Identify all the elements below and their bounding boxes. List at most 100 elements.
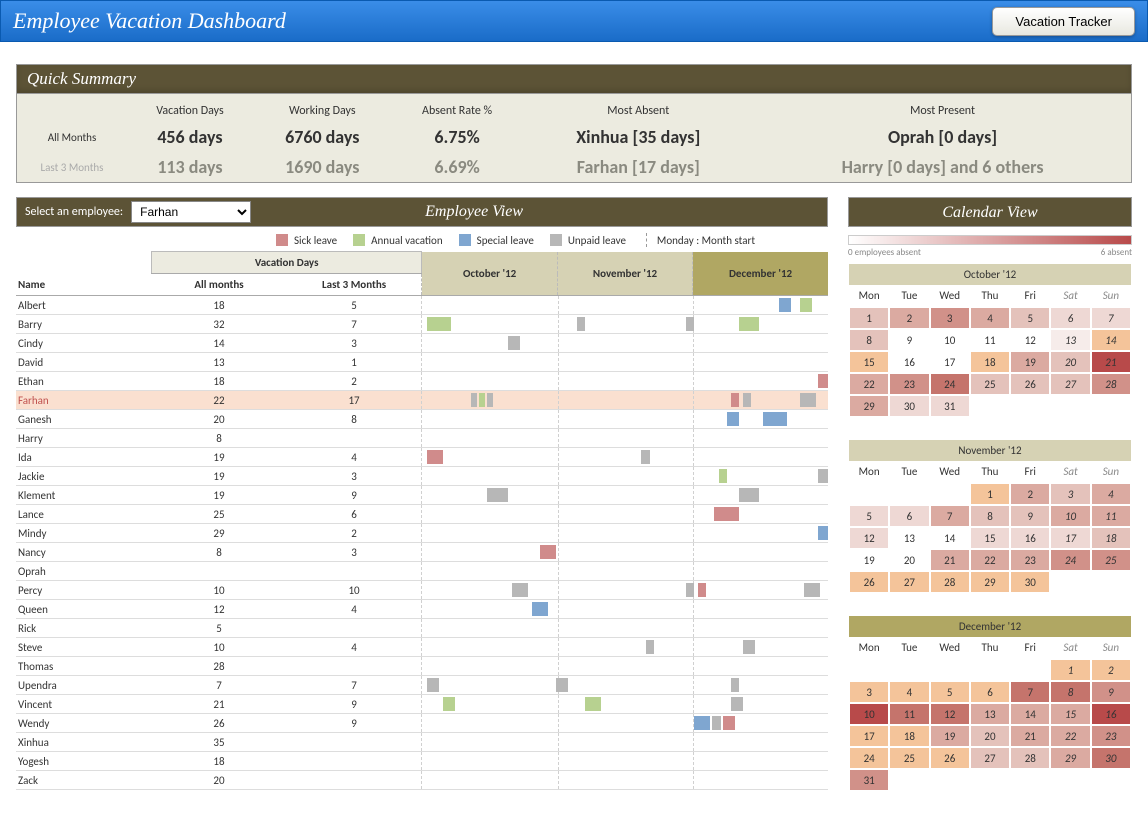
- calendar-day[interactable]: 17: [930, 351, 970, 373]
- calendar-day[interactable]: 22: [849, 373, 889, 395]
- employee-row[interactable]: Cindy143: [16, 334, 828, 353]
- calendar-day[interactable]: 25: [889, 747, 929, 769]
- calendar-day[interactable]: 30: [889, 395, 929, 417]
- calendar-day[interactable]: 9: [889, 329, 929, 351]
- calendar-day[interactable]: 2: [889, 307, 929, 329]
- employee-row[interactable]: Ethan182: [16, 372, 828, 391]
- calendar-day[interactable]: 1: [849, 307, 889, 329]
- calendar-day[interactable]: 12: [849, 527, 889, 549]
- employee-row[interactable]: Rick5: [16, 619, 828, 638]
- calendar-day[interactable]: 18: [970, 351, 1010, 373]
- calendar-day[interactable]: 10: [930, 329, 970, 351]
- calendar-day[interactable]: 10: [1050, 505, 1090, 527]
- calendar-day[interactable]: 12: [930, 703, 970, 725]
- calendar-day[interactable]: 8: [1050, 681, 1090, 703]
- calendar-day[interactable]: 25: [1091, 549, 1131, 571]
- calendar-day[interactable]: 13: [970, 703, 1010, 725]
- calendar-day[interactable]: 2: [1010, 483, 1050, 505]
- calendar-day[interactable]: 3: [849, 681, 889, 703]
- calendar-day[interactable]: 27: [970, 747, 1010, 769]
- employee-row[interactable]: Xinhua35: [16, 733, 828, 752]
- employee-row[interactable]: Ganesh208: [16, 410, 828, 429]
- employee-row[interactable]: Harry8: [16, 429, 828, 448]
- calendar-day[interactable]: 15: [1050, 703, 1090, 725]
- calendar-day[interactable]: 21: [930, 549, 970, 571]
- employee-row[interactable]: David131: [16, 353, 828, 372]
- calendar-day[interactable]: 8: [970, 505, 1010, 527]
- calendar-day[interactable]: 1: [970, 483, 1010, 505]
- vacation-tracker-button[interactable]: Vacation Tracker: [992, 7, 1135, 36]
- calendar-day[interactable]: 4: [1091, 483, 1131, 505]
- employee-row[interactable]: Mindy292: [16, 524, 828, 543]
- calendar-day[interactable]: 30: [1010, 571, 1050, 593]
- calendar-day[interactable]: 29: [1050, 747, 1090, 769]
- calendar-day[interactable]: 22: [1050, 725, 1090, 747]
- employee-row[interactable]: Klement199: [16, 486, 828, 505]
- calendar-day[interactable]: 20: [889, 549, 929, 571]
- employee-row[interactable]: Jackie193: [16, 467, 828, 486]
- calendar-day[interactable]: 11: [970, 329, 1010, 351]
- calendar-day[interactable]: 4: [889, 681, 929, 703]
- calendar-day[interactable]: 26: [849, 571, 889, 593]
- calendar-day[interactable]: 5: [849, 505, 889, 527]
- calendar-day[interactable]: 12: [1010, 329, 1050, 351]
- calendar-day[interactable]: 9: [1010, 505, 1050, 527]
- employee-row[interactable]: Queen124: [16, 600, 828, 619]
- calendar-day[interactable]: 29: [970, 571, 1010, 593]
- calendar-day[interactable]: 19: [930, 725, 970, 747]
- employee-row[interactable]: Barry327: [16, 315, 828, 334]
- calendar-day[interactable]: 16: [889, 351, 929, 373]
- calendar-day[interactable]: 21: [1091, 351, 1131, 373]
- calendar-day[interactable]: 9: [1091, 681, 1131, 703]
- calendar-day[interactable]: 7: [1010, 681, 1050, 703]
- employee-row[interactable]: Steve104: [16, 638, 828, 657]
- calendar-day[interactable]: 25: [970, 373, 1010, 395]
- calendar-day[interactable]: 1: [1050, 659, 1090, 681]
- calendar-day[interactable]: 13: [889, 527, 929, 549]
- calendar-day[interactable]: 18: [1091, 527, 1131, 549]
- calendar-day[interactable]: 17: [1050, 527, 1090, 549]
- employee-row[interactable]: Oprah: [16, 562, 828, 581]
- calendar-day[interactable]: 31: [930, 395, 970, 417]
- calendar-day[interactable]: 3: [1050, 483, 1090, 505]
- calendar-day[interactable]: 16: [1091, 703, 1131, 725]
- calendar-day[interactable]: 24: [930, 373, 970, 395]
- calendar-day[interactable]: 17: [849, 725, 889, 747]
- calendar-day[interactable]: 13: [1050, 329, 1090, 351]
- calendar-day[interactable]: 26: [1010, 373, 1050, 395]
- calendar-day[interactable]: 15: [970, 527, 1010, 549]
- calendar-day[interactable]: 21: [1010, 725, 1050, 747]
- calendar-day[interactable]: 23: [1091, 725, 1131, 747]
- calendar-day[interactable]: 8: [849, 329, 889, 351]
- calendar-day[interactable]: 6: [1050, 307, 1090, 329]
- calendar-day[interactable]: 4: [970, 307, 1010, 329]
- calendar-day[interactable]: 11: [1091, 505, 1131, 527]
- calendar-day[interactable]: 31: [849, 769, 889, 791]
- employee-row[interactable]: Upendra77: [16, 676, 828, 695]
- calendar-day[interactable]: 6: [889, 505, 929, 527]
- calendar-day[interactable]: 27: [889, 571, 929, 593]
- employee-row[interactable]: Albert185: [16, 296, 828, 315]
- employee-row[interactable]: Thomas28: [16, 657, 828, 676]
- calendar-day[interactable]: 20: [970, 725, 1010, 747]
- calendar-day[interactable]: 14: [930, 527, 970, 549]
- calendar-day[interactable]: 11: [889, 703, 929, 725]
- calendar-day[interactable]: 20: [1050, 351, 1090, 373]
- calendar-day[interactable]: 14: [1091, 329, 1131, 351]
- calendar-day[interactable]: 5: [1010, 307, 1050, 329]
- calendar-day[interactable]: 3: [930, 307, 970, 329]
- calendar-day[interactable]: 28: [1010, 747, 1050, 769]
- calendar-day[interactable]: 7: [1091, 307, 1131, 329]
- employee-row[interactable]: Ida194: [16, 448, 828, 467]
- employee-row[interactable]: Wendy269: [16, 714, 828, 733]
- calendar-day[interactable]: 24: [1050, 549, 1090, 571]
- calendar-day[interactable]: 7: [930, 505, 970, 527]
- calendar-day[interactable]: 10: [849, 703, 889, 725]
- calendar-day[interactable]: 6: [970, 681, 1010, 703]
- employee-select[interactable]: Farhan: [131, 201, 251, 223]
- calendar-day[interactable]: 27: [1050, 373, 1090, 395]
- calendar-day[interactable]: 23: [889, 373, 929, 395]
- calendar-day[interactable]: 18: [889, 725, 929, 747]
- employee-row[interactable]: Nancy83: [16, 543, 828, 562]
- employee-row[interactable]: Vincent219: [16, 695, 828, 714]
